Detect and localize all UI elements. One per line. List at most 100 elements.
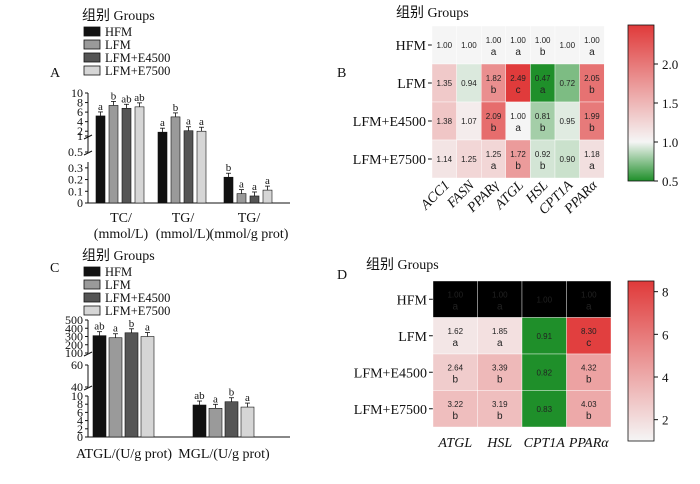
axis-break-mark <box>83 385 93 391</box>
y-tick-label: 300 <box>65 330 83 344</box>
cell-letter: a <box>589 47 595 58</box>
cell-value: 0.83 <box>536 405 552 414</box>
heatmap-row-label: LFM+E4500 <box>354 366 427 381</box>
significance-letter: ab <box>134 92 145 104</box>
heatmap-cell <box>521 317 567 355</box>
cell-value: 1.25 <box>486 150 502 159</box>
legend-label: LFM+E7500 <box>105 304 170 318</box>
heatmap-row-label: LFM+E4500 <box>353 115 426 130</box>
heatmap-cell <box>432 353 478 391</box>
y-tick-label: 0 <box>77 430 83 444</box>
cell-value: 4.32 <box>581 363 597 372</box>
legend-label: HFM <box>105 265 132 279</box>
significance-letter: a <box>98 101 103 113</box>
x-category-label: TG/ <box>238 211 261 226</box>
cell-letter: b <box>452 411 458 422</box>
cell-value: 0.82 <box>536 368 552 377</box>
heatmap-row-label: HFM <box>397 293 428 308</box>
cell-value: 2.05 <box>584 74 600 83</box>
cell-value: 2.09 <box>486 112 502 121</box>
legend-swatch <box>83 26 101 37</box>
cell-value: 1.25 <box>461 155 477 164</box>
cell-value: 0.92 <box>535 150 551 159</box>
heatmap-cell <box>554 139 580 179</box>
significance-letter: ab <box>121 93 132 105</box>
cell-letter: b <box>586 374 592 385</box>
colorbar-tick-label: 0.5 <box>662 174 678 189</box>
y-tick-label: 200 <box>65 338 83 352</box>
heatmap-col-label: ATGL <box>437 436 472 451</box>
cell-value: 3.19 <box>492 400 508 409</box>
heatmap-cell <box>481 101 507 141</box>
cell-value: 1.00 <box>584 36 600 45</box>
y-tick-label: 2 <box>77 422 83 436</box>
cell-value: 0.95 <box>560 117 576 126</box>
legend-swatch <box>83 266 101 277</box>
y-tick-label: 0.1 <box>68 184 83 198</box>
colorbar-tick-label: 4 <box>662 370 669 385</box>
cell-value: 1.14 <box>437 155 453 164</box>
cell-letter: b <box>497 374 503 385</box>
cell-value: 1.62 <box>447 327 463 336</box>
cell-value: 1.00 <box>581 290 597 299</box>
cell-value: 1.72 <box>510 150 526 159</box>
heatmap-cell <box>505 25 531 65</box>
heatmap-cell <box>521 280 567 318</box>
heatmap-row-label: LFM+E7500 <box>354 403 427 418</box>
cell-letter: c <box>586 338 591 349</box>
colorbar-tick-label: 1.0 <box>662 135 678 150</box>
legend-swatch <box>83 52 101 63</box>
axis-break-mark <box>83 150 93 156</box>
bar <box>249 195 260 204</box>
cell-value: 1.00 <box>536 295 552 304</box>
heatmap-col-label: PPARα <box>568 436 609 451</box>
cell-value: 1.00 <box>535 36 551 45</box>
cell-letter: b <box>452 374 458 385</box>
y-tick-label: 40 <box>71 380 83 394</box>
bar <box>170 116 181 204</box>
y-tick-label: 0.5 <box>68 145 83 159</box>
bar <box>134 106 145 204</box>
y-tick-label: 1 <box>77 129 83 143</box>
cell-letter: a <box>497 301 503 312</box>
bar <box>157 131 168 204</box>
legend-title-c: 组别 Groups <box>82 248 155 264</box>
cell-letter: b <box>491 123 497 134</box>
bar <box>224 401 239 438</box>
y-tick-label: 10 <box>71 86 83 100</box>
bar <box>108 337 123 438</box>
heatmap-cell <box>477 317 523 355</box>
y-tick-label: 4 <box>77 115 83 129</box>
cell-letter: b <box>540 161 546 172</box>
heatmap-cell <box>505 101 531 141</box>
significance-letter: a <box>213 393 218 405</box>
heatmap-cell <box>481 25 507 65</box>
cell-letter: b <box>497 411 503 422</box>
legend-title-b: 组别 Groups <box>396 5 469 21</box>
legend-title-d: 组别 Groups <box>366 257 439 273</box>
heatmap-cell <box>431 101 457 141</box>
heatmap-col-label: ACC1 <box>418 178 454 214</box>
heatmap-row-label: HFM <box>396 39 427 54</box>
significance-letter: b <box>111 90 117 102</box>
cell-value: 0.90 <box>560 155 576 164</box>
significance-letter: a <box>160 117 165 129</box>
significance-letter: a <box>186 116 191 128</box>
heatmap-cell <box>505 63 531 103</box>
heatmap-cell <box>530 25 556 65</box>
cell-letter: b <box>491 85 497 96</box>
colorbar <box>627 280 655 442</box>
cell-letter: c <box>516 85 521 96</box>
cell-letter: b <box>586 411 592 422</box>
heatmap-row-label: LFM <box>398 330 427 345</box>
bar <box>124 332 139 438</box>
heatmap-cell <box>530 63 556 103</box>
colorbar-tick-label: 2 <box>662 413 669 428</box>
bar <box>140 336 155 438</box>
colorbar-tick-label: 1.5 <box>662 96 678 111</box>
heatmap-cell <box>431 25 457 65</box>
y-tick-label: 6 <box>77 105 83 119</box>
